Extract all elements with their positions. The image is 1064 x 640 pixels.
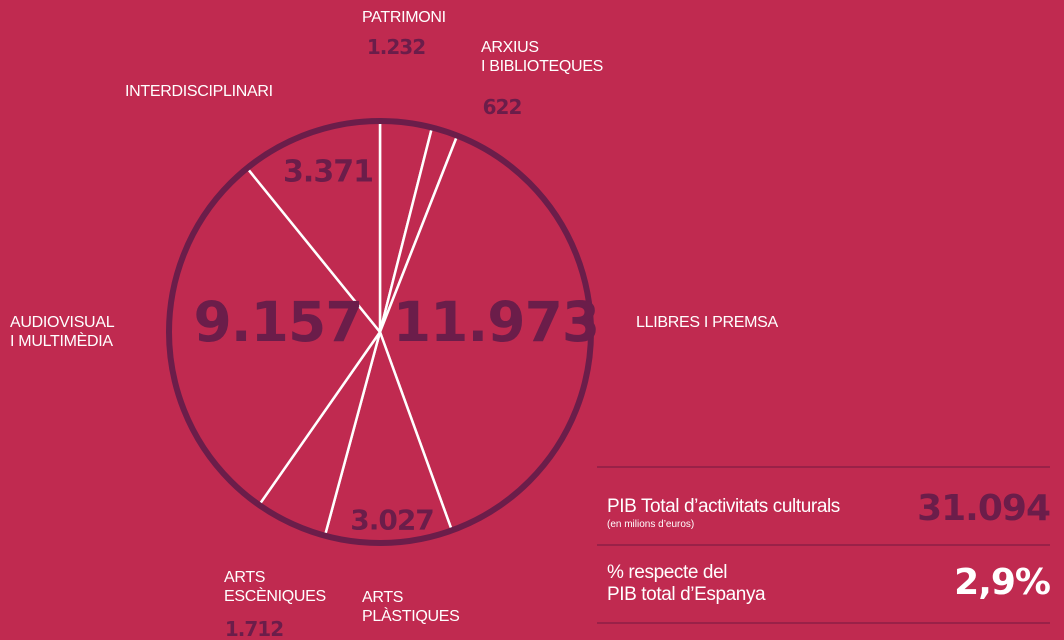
separator — [597, 466, 1050, 468]
value-label: 9.157 — [193, 290, 364, 354]
value-label: 622 — [482, 95, 523, 119]
summary-label: % respecte del PIB total d’Espanya — [607, 562, 766, 605]
summary-note: (en milions d’euros) — [607, 519, 695, 530]
value-label: 3.371 — [283, 154, 374, 190]
summary-label: PIB Total d’activitats culturals — [607, 496, 840, 517]
slice-label: ARXIUS I BIBLIOTEQUES — [481, 39, 604, 75]
slice-label: AUDIOVISUAL I MULTIMÈDIA — [10, 314, 115, 350]
value-label: 3.027 — [350, 503, 435, 537]
slice-label: LLIBRES I PREMSA — [636, 314, 778, 331]
slice-label: INTERDISCIPLINARI — [125, 83, 273, 100]
value-label: 1.232 — [366, 35, 426, 59]
separator — [597, 544, 1050, 546]
summary-value: 31.094 — [917, 488, 1051, 529]
slice-label: PATRIMONI — [362, 9, 446, 26]
value-label: 1.712 — [224, 617, 284, 640]
summary-value: 2,9% — [954, 562, 1051, 603]
slice-label: ARTS PLÀSTIQUES — [362, 589, 460, 625]
slice-label: ARTS ESCÈNIQUES — [224, 569, 326, 605]
pie-rim — [166, 118, 594, 546]
value-label: 11.973 — [392, 290, 600, 354]
separator — [597, 622, 1050, 624]
